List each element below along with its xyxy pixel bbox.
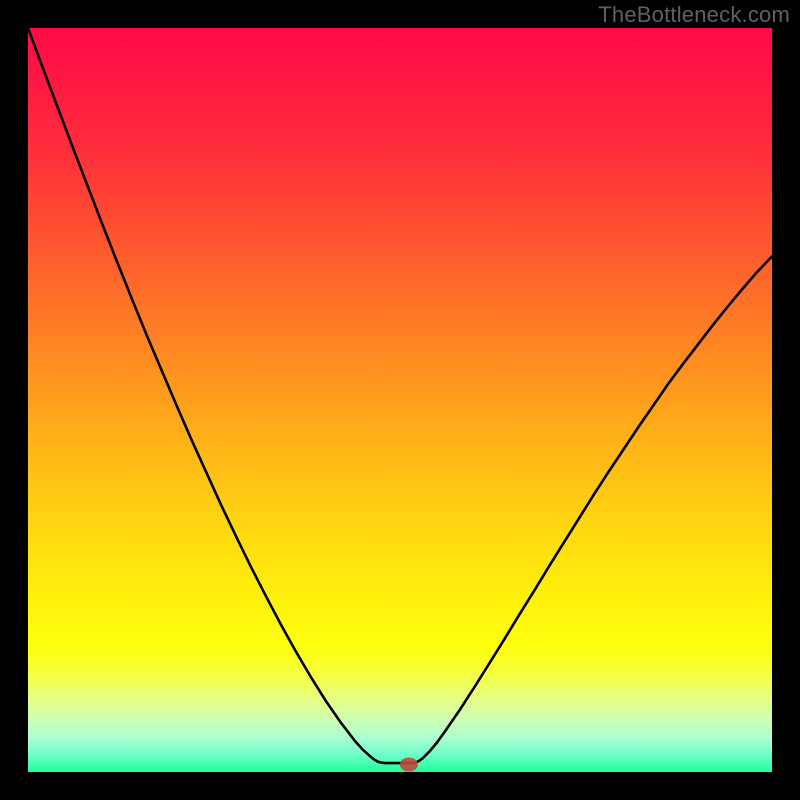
watermark-text: TheBottleneck.com [598, 2, 790, 28]
chart-svg [28, 28, 772, 772]
figure-container: TheBottleneck.com [0, 0, 800, 800]
optimal-point-marker [400, 758, 418, 772]
bottleneck-chart [28, 28, 772, 772]
chart-background [28, 28, 772, 772]
